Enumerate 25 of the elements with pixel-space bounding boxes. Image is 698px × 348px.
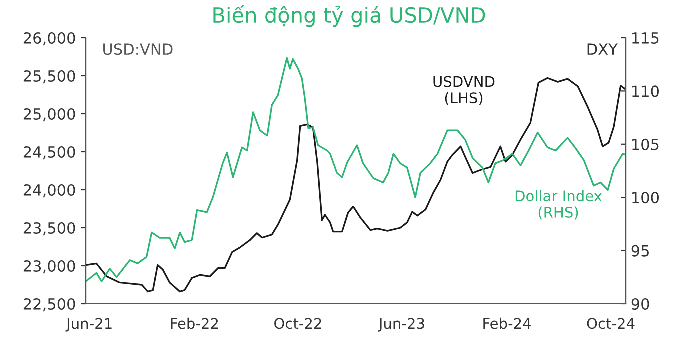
y2-tick-label: 115 [632,32,659,44]
y-tick-label: 25,000 [24,108,76,122]
x-tick-label: Feb-24 [484,318,532,330]
y-tick-label: 22,500 [24,298,76,312]
y-tick-label: 23,000 [24,260,76,274]
y-tick-label: 26,000 [24,32,76,46]
y2-tick-label: 100 [632,192,660,204]
y-tick-label: 25,500 [24,70,76,84]
y-tick-label: 24,500 [24,146,76,160]
x-tick-label: Feb-22 [171,318,218,330]
series-label: Dollar Index (RHS) [516,190,602,220]
y-tick-label: 24,000 [24,184,76,198]
y2-tick-label: 105 [632,138,659,150]
chart-title: Biến động tỷ giá USD/VND [214,5,486,28]
y2-tick-label: 110 [632,86,660,98]
x-tick-label: Oct-22 [274,318,322,330]
x-tick-label: Oct-24 [587,318,635,330]
y2-tick-label: 90 [632,298,650,310]
x-tick-label: Jun-21 [66,318,112,332]
y-tick-label: 23,500 [24,222,76,236]
y2-tick-label: 95 [632,245,649,257]
y-axis-title: USD:VND [104,44,173,56]
text: USDVND (LHS) [434,76,495,106]
y2-axis-title: DXY [588,44,618,55]
x-tick-label: Jun-23 [378,318,424,332]
